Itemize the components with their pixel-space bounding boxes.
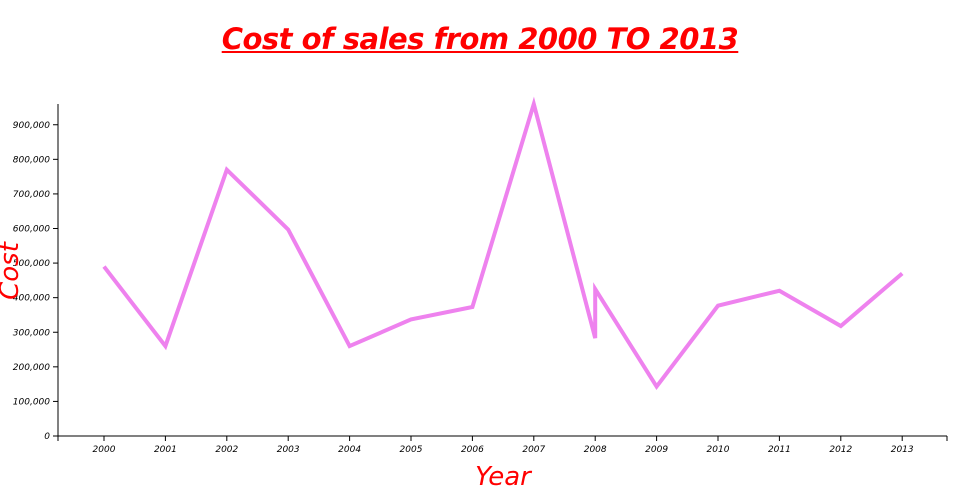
y-axis-title: Cost	[0, 241, 25, 300]
y-tick-label: 300,000	[13, 328, 50, 338]
series-line	[102, 96, 904, 391]
y-tick-label: 100,000	[13, 397, 50, 407]
x-tick-label: 2003	[277, 445, 300, 455]
x-tick-label: 2005	[400, 445, 423, 455]
x-tick-label: 2012	[829, 445, 852, 455]
x-tick-label: 2002	[215, 445, 238, 455]
x-axis-title: Year	[475, 462, 533, 492]
y-axis: 0 100,000 200,000 300,000 400,000 500,000 600,…	[13, 104, 59, 442]
y-tick-label: 200,000	[13, 363, 50, 373]
y-tick-label: 400,000	[13, 294, 50, 304]
x-tick-label: 2000	[93, 445, 116, 455]
series-layer	[102, 96, 904, 391]
x-tick-label: 2006	[461, 445, 484, 455]
x-tick-label: 2007	[522, 445, 545, 455]
x-tick-label: 2010	[707, 445, 730, 455]
x-tick-label: 2008	[584, 445, 607, 455]
x-tick-label: 2004	[338, 445, 361, 455]
y-tick-label: 800,000	[13, 155, 50, 165]
chart-title: Cost of sales from 2000 TO 2013	[221, 22, 739, 56]
x-tick-label: 2013	[891, 445, 914, 455]
y-tick-label: 600,000	[13, 225, 50, 235]
x-tick-label: 2001	[154, 445, 177, 455]
y-tick-label: 500,000	[13, 259, 50, 269]
y-tick-label: 700,000	[13, 190, 50, 200]
x-axis: 2000 2001 2002 2003 2004 2005 2006 2007 2008 2009…	[57, 435, 948, 455]
y-tick-label: 900,000	[13, 121, 50, 131]
y-tick-label: 0	[44, 432, 50, 442]
x-tick-label: 2011	[768, 445, 791, 455]
x-tick-label: 2009	[645, 445, 668, 455]
